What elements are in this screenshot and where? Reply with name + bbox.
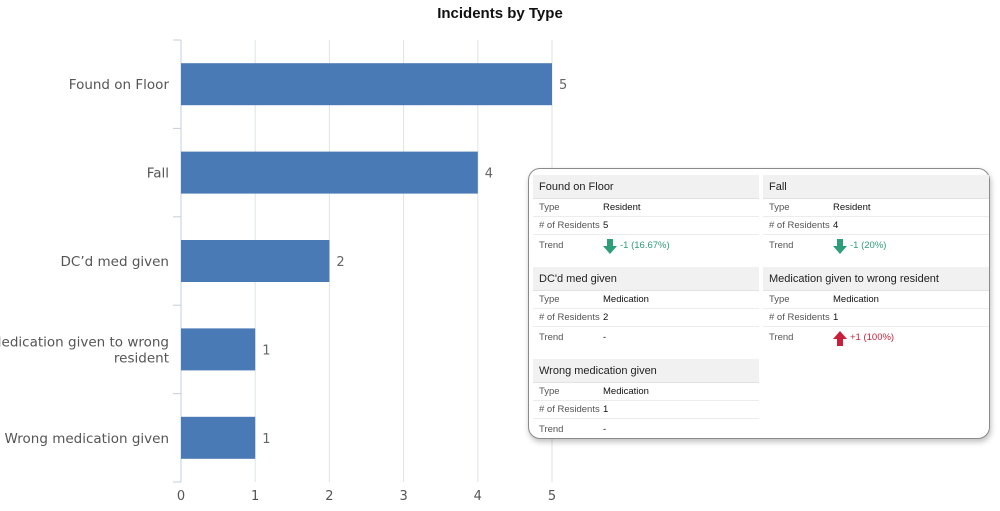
type-value: Medication (603, 386, 649, 397)
card-title: Fall (763, 175, 989, 199)
bar (181, 151, 478, 194)
residents-value: 1 (603, 404, 609, 415)
card-fall: Fall Type Resident # of Residents 4 Tren… (763, 175, 989, 257)
residents-label: # of Residents (539, 404, 600, 415)
trend-text: -1 (16.67%) (620, 240, 670, 251)
residents-label: # of Residents (539, 220, 600, 231)
residents-value: 2 (603, 312, 609, 323)
trend-row: Trend +1 (100%) (763, 327, 989, 349)
card-wrong-medication: Wrong medication given Type Medication #… (533, 359, 759, 441)
x-tick-label: 0 (177, 489, 185, 504)
trend-text: +1 (100%) (850, 332, 895, 343)
type-row: Type Medication (533, 383, 759, 401)
x-tick-label: 5 (548, 489, 556, 504)
card-found-on-floor: Found on Floor Type Resident # of Reside… (533, 175, 759, 257)
residents-label: # of Residents (769, 220, 830, 231)
card-title: Medication given to wrong resident (763, 267, 989, 291)
type-row: Type Medication (763, 291, 989, 309)
trend-value: +1 (100%) (833, 327, 894, 349)
trend-label: Trend (769, 240, 794, 251)
residents-row: # of Residents 2 (533, 309, 759, 327)
category-label: Medication given to wrong resident (0, 334, 169, 366)
type-row: Type Medication (533, 291, 759, 309)
trend-label: Trend (539, 240, 564, 251)
residents-value: 5 (603, 220, 609, 231)
residents-row: # of Residents 4 (763, 217, 989, 235)
arrow-down-icon (603, 238, 617, 254)
data-label: 2 (336, 255, 344, 270)
arrow-up-icon (833, 330, 847, 346)
data-label: 5 (559, 78, 567, 93)
card-title: Wrong medication given (533, 359, 759, 383)
x-tick-label: 2 (325, 489, 333, 504)
trend-label: Trend (539, 332, 564, 343)
type-value: Medication (833, 294, 879, 305)
type-label: Type (769, 294, 790, 305)
bar (181, 63, 552, 106)
residents-row: # of Residents 5 (533, 217, 759, 235)
type-value: Medication (603, 294, 649, 305)
card-medication-wrong-resident: Medication given to wrong resident Type … (763, 267, 989, 349)
residents-value: 1 (833, 312, 839, 323)
type-label: Type (539, 294, 560, 305)
type-label: Type (539, 386, 560, 397)
trend-row: Trend - (533, 419, 759, 441)
residents-label: # of Residents (539, 312, 600, 323)
trend-value: - (603, 332, 607, 343)
x-tick-label: 3 (399, 489, 407, 504)
type-label: Type (769, 202, 790, 213)
card-title: Found on Floor (533, 175, 759, 199)
details-tooltip: Found on Floor Type Resident # of Reside… (528, 168, 990, 439)
trend-label: Trend (539, 424, 564, 435)
arrow-down-icon (833, 238, 847, 254)
trend-text: -1 (20%) (850, 240, 887, 251)
residents-value: 4 (833, 220, 839, 231)
chart-title: Incidents by Type (437, 5, 563, 22)
data-label: 1 (262, 432, 270, 447)
x-tick-label: 1 (251, 489, 259, 504)
trend-value: -1 (16.67%) (603, 235, 670, 257)
trend-row: Trend - (533, 327, 759, 349)
category-label: Fall (147, 166, 169, 182)
category-label: Found on Floor (69, 77, 170, 93)
bar (181, 240, 330, 282)
category-label: Wrong medication given (5, 431, 169, 447)
x-tick-label: 4 (474, 489, 482, 504)
type-row: Type Resident (533, 199, 759, 217)
type-row: Type Resident (763, 199, 989, 217)
trend-row: Trend -1 (20%) (763, 235, 989, 257)
residents-row: # of Residents 1 (763, 309, 989, 327)
type-value: Resident (603, 202, 641, 213)
type-value: Resident (833, 202, 871, 213)
data-label: 1 (262, 343, 270, 358)
bar (181, 416, 256, 459)
residents-label: # of Residents (769, 312, 830, 323)
data-label: 4 (485, 167, 493, 182)
trend-value: -1 (20%) (833, 235, 886, 257)
bar (181, 328, 256, 371)
category-label: DC’d med given (61, 254, 169, 270)
residents-row: # of Residents 1 (533, 401, 759, 419)
trend-value: - (603, 424, 607, 435)
trend-row: Trend -1 (16.67%) (533, 235, 759, 257)
type-label: Type (539, 202, 560, 213)
card-title: DC'd med given (533, 267, 759, 291)
card-dc-med-given: DC'd med given Type Medication # of Resi… (533, 267, 759, 349)
trend-label: Trend (769, 332, 794, 343)
